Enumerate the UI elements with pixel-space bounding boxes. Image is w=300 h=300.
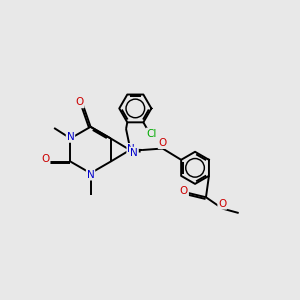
Text: N: N bbox=[87, 170, 94, 180]
Text: Cl: Cl bbox=[146, 128, 157, 139]
Text: N: N bbox=[67, 132, 74, 142]
Text: N: N bbox=[130, 148, 138, 158]
Text: O: O bbox=[158, 138, 167, 148]
Text: O: O bbox=[41, 154, 50, 164]
Text: O: O bbox=[75, 98, 84, 107]
Text: O: O bbox=[180, 186, 188, 196]
Text: N: N bbox=[127, 144, 135, 154]
Text: O: O bbox=[218, 199, 226, 209]
